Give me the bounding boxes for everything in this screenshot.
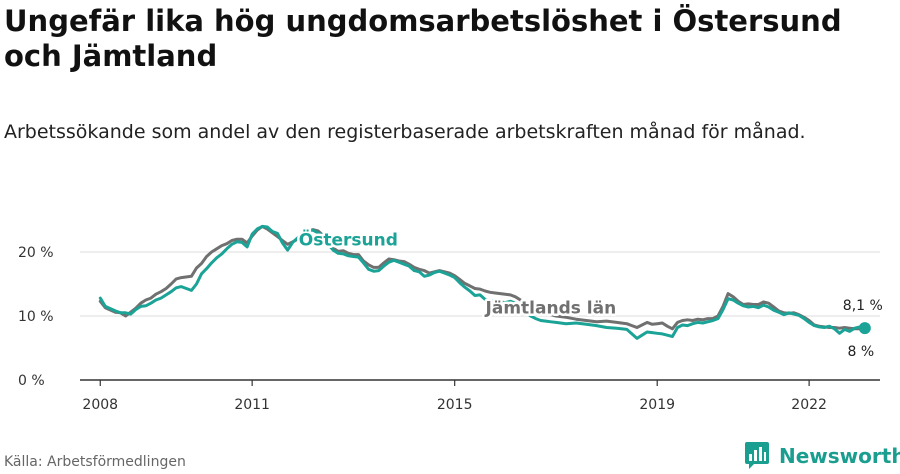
series-label: Östersund xyxy=(299,229,398,251)
line-chart: 0 % 10 % 20 % 2008 2011 2015 2019 2022 Jämtland… xyxy=(18,224,883,413)
x-tick-label: 2011 xyxy=(234,397,270,413)
page-title: Ungefär lika hög ungdomsarbetslöshet i Ö… xyxy=(4,4,842,73)
source-note: Källa: Arbetsförmedlingen xyxy=(4,454,186,470)
end-value-label: 8,1 % xyxy=(843,298,883,314)
y-tick-label: 20 % xyxy=(18,245,54,261)
page-subtitle: Arbetssökande som andel av den registerb… xyxy=(4,121,806,143)
brand-name: Newsworthy xyxy=(779,444,900,468)
x-tick-label: 2015 xyxy=(437,397,473,413)
x-tick-label: 2008 xyxy=(82,397,118,413)
series-line-0 xyxy=(98,224,867,331)
y-tick-label: 0 % xyxy=(18,373,45,389)
x-tick-label: 2022 xyxy=(791,397,827,413)
newsworthy-logo-icon xyxy=(745,442,769,469)
x-tick-label: 2019 xyxy=(639,397,675,413)
series-label-halo: Jämtlands län xyxy=(485,298,617,318)
series-line-1 xyxy=(98,224,867,340)
series-label-halo: Östersund xyxy=(299,229,398,251)
series-end-dot xyxy=(858,322,871,335)
y-tick-label: 10 % xyxy=(18,309,54,325)
series-label: Jämtlands län xyxy=(485,298,617,318)
brand-logo-block: Newsworthy xyxy=(744,441,900,471)
end-value-label: 8 % xyxy=(847,344,874,360)
